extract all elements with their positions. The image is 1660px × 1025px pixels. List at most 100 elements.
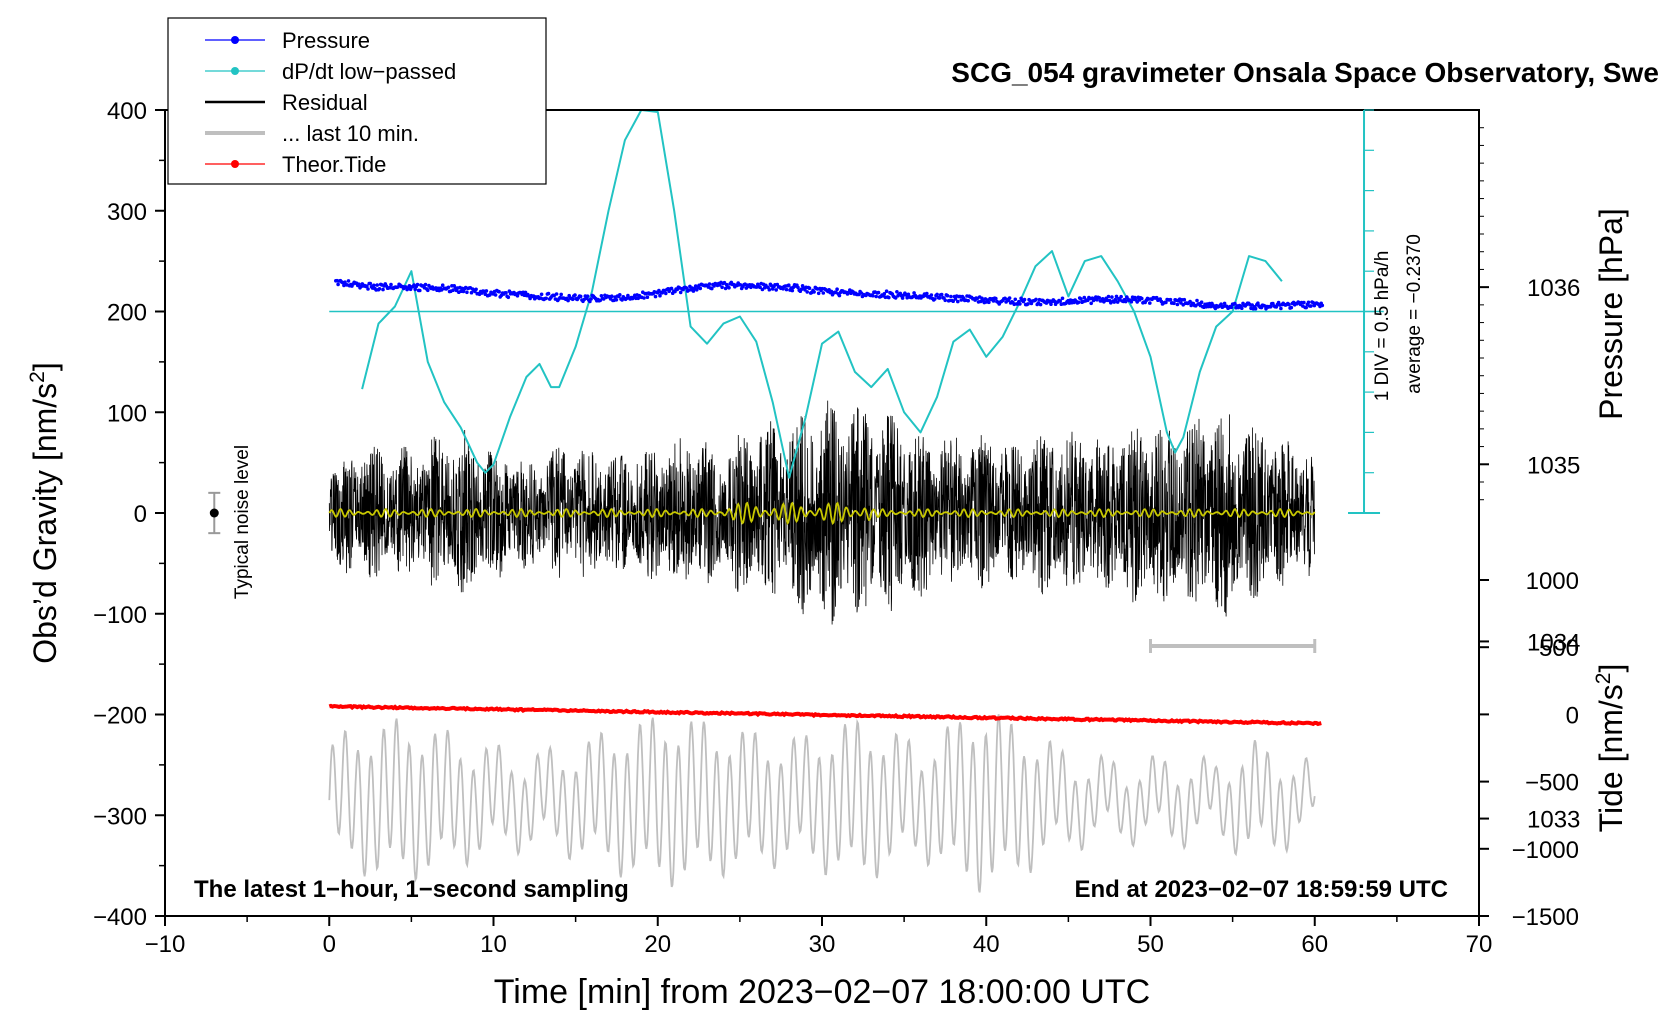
pressure-point	[585, 294, 590, 299]
pressure-point	[1320, 303, 1325, 308]
pressure-point	[758, 285, 762, 290]
legend-swatch-marker	[231, 67, 239, 75]
pressure-point	[1309, 304, 1313, 308]
pressure-point	[664, 291, 668, 296]
dpdt-div-label: 1 DIV = 0.5 hPa/h	[1372, 251, 1393, 402]
pressure-point	[389, 282, 393, 287]
pressure-point	[1233, 301, 1237, 306]
y-axis-label-tide: Tide [nm/s2]	[1592, 664, 1629, 833]
pressure-point	[506, 295, 511, 300]
series-theoretical-tide	[328, 703, 1322, 727]
pressure-point	[1289, 305, 1294, 310]
series-dpdt	[361, 109, 1283, 479]
tide-tick-label: −500	[1525, 770, 1579, 797]
noise-and-markers	[208, 491, 1317, 653]
y-tick-label: 300	[107, 199, 147, 226]
pressure-point	[900, 296, 905, 300]
pressure-point	[1240, 306, 1244, 311]
y-tick-label: −300	[93, 803, 147, 830]
pressure-point	[423, 282, 428, 287]
pressure-point	[570, 297, 575, 302]
pressure-point	[1034, 297, 1038, 302]
x-tick-label: 60	[1301, 931, 1328, 958]
pressure-point	[1268, 305, 1273, 309]
pressure-point	[835, 287, 839, 292]
pressure-point	[610, 294, 614, 299]
pressure-tick-label: 1035	[1527, 452, 1580, 479]
pressure-point	[461, 289, 466, 294]
y-label-tide-sup: 2	[1592, 673, 1615, 685]
x-tick-label: 30	[809, 931, 836, 958]
pressure-point	[790, 288, 795, 293]
pressure-point	[474, 287, 478, 292]
pressure-point	[578, 294, 583, 299]
pressure-point	[599, 294, 604, 298]
y-axis-pressure: 1036 1035 1034 1033	[1479, 127, 1580, 834]
pressure-point	[377, 287, 382, 291]
pressure-point	[653, 294, 658, 299]
pressure-point	[366, 287, 370, 291]
pressure-point	[1018, 302, 1022, 306]
pressure-point	[645, 295, 650, 300]
pressure-point	[1013, 297, 1018, 302]
pressure-point	[426, 288, 430, 293]
dpdt-scale-bar	[329, 109, 1384, 514]
pressure-point	[966, 298, 970, 303]
pressure-point	[559, 292, 563, 297]
x-tick-label: 20	[644, 931, 671, 958]
pressure-point	[1079, 297, 1083, 301]
noise-level-label: Typical noise level	[232, 445, 253, 599]
y-label-gravity-close: ]	[27, 362, 63, 371]
pressure-point	[727, 286, 731, 290]
pressure-point	[484, 289, 489, 293]
x-tick-label: −10	[145, 931, 186, 958]
pressure-point	[1082, 295, 1087, 300]
pressure-point	[895, 290, 899, 294]
y-tick-label: 0	[134, 501, 147, 528]
pressure-point	[956, 299, 960, 304]
x-tick-label: 50	[1137, 931, 1164, 958]
pressure-point	[1164, 300, 1168, 305]
pressure-point	[1110, 295, 1114, 299]
pressure-point	[546, 291, 551, 296]
pressure-point	[446, 285, 451, 290]
pressure-point	[566, 298, 570, 303]
pressure-point	[1195, 298, 1199, 303]
tide-tick-label: −1000	[1512, 837, 1579, 864]
pressure-point	[1060, 296, 1065, 301]
y-label-tide-close: ]	[1593, 664, 1629, 673]
pressure-point	[346, 279, 351, 283]
pressure-point	[1199, 300, 1204, 305]
footer-left-note: The latest 1−hour, 1−second sampling	[194, 876, 629, 903]
pressure-point	[1148, 301, 1152, 305]
x-tick-label: 0	[323, 931, 336, 958]
pressure-point	[678, 290, 683, 295]
pressure-point	[1113, 297, 1118, 302]
pressure-tick-label: 1034	[1527, 629, 1580, 656]
pressure-point	[554, 292, 559, 296]
pressure-point	[935, 292, 939, 297]
pressure-point	[939, 292, 944, 297]
y-label-gravity-sup: 2	[26, 371, 49, 383]
x-axis: −10 0 10 20 30 40 50 60 70	[145, 916, 1492, 958]
pressure-point	[821, 291, 826, 295]
pressure-point	[418, 288, 422, 293]
pressure-point	[1168, 297, 1173, 302]
pressure-point	[618, 293, 622, 297]
pressure-point	[642, 296, 646, 300]
pressure-point	[991, 299, 996, 303]
pressure-point	[336, 282, 340, 287]
pressure-point	[767, 287, 772, 292]
pressure-point	[812, 290, 816, 294]
pressure-point	[413, 287, 418, 292]
pressure-point	[1140, 296, 1144, 301]
pressure-point	[1119, 294, 1123, 299]
y-axis-label-pressure: Pressure [hPa]	[1593, 208, 1629, 420]
legend-label: Theor.Tide	[282, 152, 386, 177]
pressure-point	[415, 282, 420, 287]
pressure-point	[528, 296, 532, 301]
pressure-point	[1106, 294, 1111, 299]
pressure-point	[994, 296, 998, 301]
